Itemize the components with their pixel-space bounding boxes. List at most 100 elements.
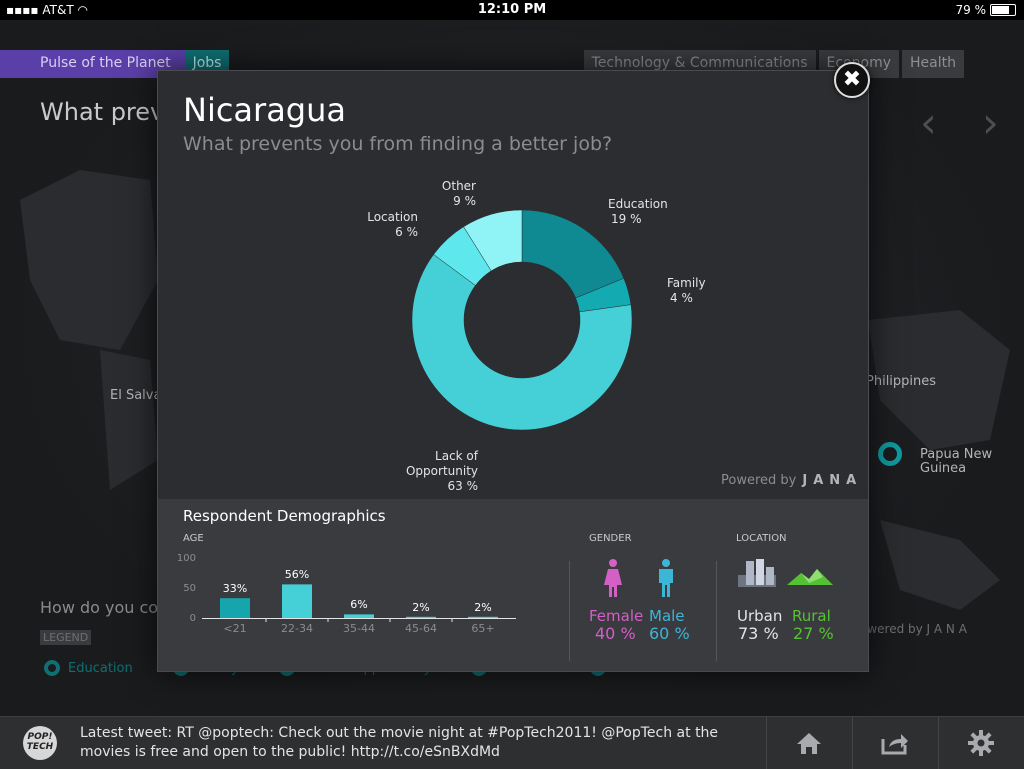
map-shapes [20,170,1010,610]
age-bar [344,614,374,618]
age-category: 35-44 [343,622,375,635]
donut-hole [464,262,580,378]
bottom-bar: POP! TECH Latest tweet: RT @poptech: Che… [0,716,1024,769]
demographics-title: Respondent Demographics [183,507,386,525]
male-value: 60 % [649,624,690,643]
legend-title: LEGEND [40,630,92,645]
powered-by-label: Powered by [721,473,797,488]
map-label-papua-new-guinea: Papua New Guinea [920,447,993,476]
question-subtitle: What prevents you from finding a better … [183,133,613,155]
rural-icon [787,569,833,585]
clock: 12:10 PM [477,2,547,17]
tab-health[interactable]: Health [902,50,964,78]
respondent-demographics: Respondent Demographics AGE 100 50 0 33%… [158,499,868,671]
close-button[interactable]: ✖ [834,62,870,98]
map-label-el-salvador: El Salva [110,388,162,403]
slice-value: 9 % [453,194,476,208]
background-powered-by: owered by J A N A [860,622,967,636]
close-icon: ✖ [842,67,862,92]
donut-chart-area: Education 19 % Family 4 % Lack of Opport… [158,71,868,499]
carrier-label: AT&T [42,3,74,17]
female-value: 40 % [595,624,636,643]
age-bar-value: 2% [474,600,492,614]
legend-item-education: Education [44,660,133,676]
slice-label-other: Other 9 % [416,179,476,209]
age-category: 65+ [471,622,495,635]
gear-icon [968,730,994,756]
slice-name: Other [441,179,476,193]
map-label-philippines: Philippines [866,374,937,389]
wifi-icon: ◠ [77,3,88,17]
next-arrow-icon[interactable]: › [982,98,999,147]
latest-tweet[interactable]: Latest tweet: RT @poptech: Check out the… [80,725,719,760]
male-icon [659,559,673,597]
map-marker-png[interactable] [878,442,902,466]
prev-arrow-icon[interactable]: ‹ [920,98,937,147]
country-detail-modal: Nicaragua What prevents you from finding… [157,70,869,672]
divider [716,561,717,661]
share-icon [881,734,908,755]
y-tick: 100 [176,553,196,564]
top-nav-left: Pulse of the Planet Jobs [0,50,230,78]
slice-label-lack-of-opportunity: Lack of Opportunity 63 % [364,449,478,494]
age-bar-value: 33% [222,582,248,596]
share-button[interactable] [852,717,937,769]
jana-logo: JANA [802,473,863,488]
age-bar [220,598,250,618]
urban-label: Urban [737,607,783,625]
signal-icon: ▪▪▪▪ [6,3,39,17]
female-label: Female [589,607,644,625]
background-question-2: How do you co [40,598,159,617]
slice-name: Lack of Opportunity [405,449,478,478]
location-label: LOCATION [736,533,787,544]
slice-name: Education [608,197,668,211]
slice-value: 19 % [611,212,642,226]
donut-chart [411,209,633,431]
logo-top: POP! [27,732,53,742]
battery-icon [990,4,1016,16]
age-bar-value: 56% [284,568,310,582]
country-title: Nicaragua [183,91,346,129]
y-tick: 0 [189,613,196,624]
y-tick: 50 [183,583,196,594]
legend-label: Education [68,660,133,676]
age-bar [282,584,312,618]
slice-value: 6 % [395,225,418,239]
battery: 79 % [955,3,1016,17]
female-icon [604,559,622,597]
age-bar-chart [202,584,516,622]
slice-value: 63 % [447,479,479,493]
slice-label-education: Education 19 % [608,197,668,227]
slice-value: 4 % [670,291,693,305]
powered-by: Powered by JANA [721,473,862,488]
age-bar-value: 2% [412,600,430,614]
age-bar [406,616,436,618]
age-category: 45-64 [405,622,437,635]
home-button[interactable] [766,717,851,769]
gender-label: GENDER [589,533,632,544]
slice-label-family: Family 4 % [667,276,706,306]
background-question: What preve [40,98,179,126]
rural-label: Rural [792,607,831,625]
legend-dot-icon [44,660,60,676]
tab-pulse-of-the-planet[interactable]: Pulse of the Planet [0,50,185,78]
age-category: <21 [223,622,247,635]
slice-name: Location [367,210,418,224]
age-category: 22-34 [281,622,313,635]
carrier: ▪▪▪▪ AT&T ◠ [6,3,88,17]
divider [569,561,570,661]
age-bar-value: 6% [350,598,368,612]
status-bar: ▪▪▪▪ AT&T ◠ 12:10 PM 79 % [0,0,1024,20]
rural-value: 27 % [793,624,834,643]
age-bar [468,616,498,618]
logo-bottom: TECH [26,742,54,752]
battery-label: 79 % [955,3,987,17]
slice-name: Family [667,276,706,290]
home-icon [797,733,821,754]
poptech-logo[interactable]: POP! TECH [23,726,57,760]
urban-icon [738,559,776,587]
age-label: AGE [183,533,204,544]
urban-value: 73 % [738,624,779,643]
settings-button[interactable] [938,717,1023,769]
slice-label-location: Location 6 % [358,210,418,240]
